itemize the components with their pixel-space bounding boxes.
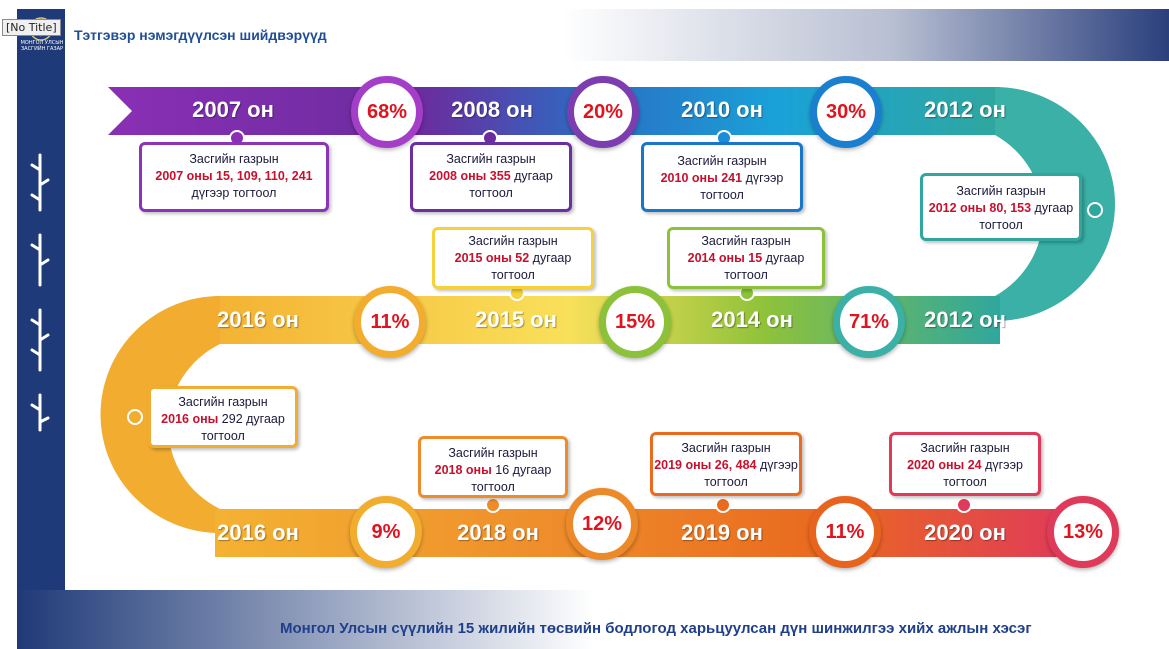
note-suffix: 292 дугаар тогтоол xyxy=(201,412,285,443)
note-heading: Засгийн газрын xyxy=(681,441,771,455)
percent-value: 68% xyxy=(366,100,408,123)
percent-value: 13% xyxy=(1062,520,1104,543)
decision-note: Засгийн газрын 2018 оны 16 дугаар тогтоол xyxy=(418,436,568,498)
percent-badge: 30% xyxy=(810,76,882,148)
note-heading: Засгийн газрын xyxy=(677,154,767,168)
percent-badge: 13% xyxy=(1047,496,1119,568)
percent-value: 20% xyxy=(582,100,624,123)
note-suffix: дугаар тогтоол xyxy=(979,201,1074,232)
note-suffix: дугаар тогтоол xyxy=(491,251,572,282)
footer-caption: Монгол Улсын сүүлийн 15 жилийн төсвийн б… xyxy=(280,620,1032,637)
decision-note: Засгийн газрын 2016 оны 292 дугаар тогтоо… xyxy=(148,386,298,448)
note-suffix: дүгээр тогтоол xyxy=(191,186,277,200)
note-heading: Засгийн газрын xyxy=(701,234,791,248)
note-reference: 2008 оны 355 xyxy=(429,169,511,183)
percent-badge: 68% xyxy=(351,76,423,148)
connector-dot xyxy=(127,409,143,425)
note-heading: Засгийн газрын xyxy=(920,441,1010,455)
note-reference: 2012 оны 80, 153 xyxy=(928,201,1032,215)
note-suffix: дүгээр тогтоол xyxy=(943,458,1023,489)
note-reference: 2016 оны xyxy=(161,412,219,426)
percent-badge: 9% xyxy=(350,496,422,568)
timeline-year-label: 2012 он xyxy=(924,97,1006,122)
note-heading: Засгийн газрын xyxy=(448,446,538,460)
percent-value: 12% xyxy=(581,512,623,535)
connector-dot xyxy=(956,497,972,513)
header-bar xyxy=(66,9,1169,61)
decision-note: Засгийн газрын 2007 оны 15, 109, 110, 241… xyxy=(139,142,329,212)
timeline-year-label: 2008 он xyxy=(451,97,533,122)
timeline-year-label: 2019 он xyxy=(681,520,763,545)
timeline-band-row1 xyxy=(108,87,1000,135)
logo-text: МОНГОЛ УЛСЫН ЗАСГИЙН ГАЗАР xyxy=(18,40,66,52)
page-title: Тэтгэвэр нэмэгдүүлсэн шийдвэрүүд xyxy=(74,27,327,43)
decision-note: Засгийн газрын 2015 оны 52 дугаар тогтоол xyxy=(432,227,594,289)
note-heading: Засгийн газрын xyxy=(189,152,279,166)
footer-bar xyxy=(17,590,1169,649)
decision-note: Засгийн газрын 2012 оны 80, 153 дугаар то… xyxy=(920,173,1082,241)
note-heading: Засгийн газрын xyxy=(446,152,536,166)
decision-note: Засгийн газрын 2020 оны 24 дүгээр тогтоол xyxy=(889,432,1041,496)
connector-dot xyxy=(715,497,731,513)
decision-note: Засгийн газрын 2014 оны 15 дугаар тогтоол xyxy=(667,227,825,289)
decision-note: Засгийн газрын 2019 оны 26, 484 дүгээр то… xyxy=(650,432,802,496)
decision-note: Засгийн газрын 2010 оны 241 дүгээр тогтоо… xyxy=(641,142,803,212)
percent-badge: 71% xyxy=(833,286,905,358)
percent-badge: 11% xyxy=(809,496,881,568)
note-heading: Засгийн газрын xyxy=(178,395,268,409)
percent-value: 71% xyxy=(848,310,890,333)
percent-badge: 15% xyxy=(599,286,671,358)
percent-value: 9% xyxy=(371,520,401,543)
note-heading: Засгийн газрын xyxy=(956,184,1046,198)
percent-value: 30% xyxy=(825,100,867,123)
timeline-year-label: 2015 он xyxy=(475,307,557,332)
timeline-year-label: 2016 он xyxy=(217,520,299,545)
note-reference: 2020 оны 24 xyxy=(907,458,982,472)
connector-dot xyxy=(1087,202,1103,218)
note-suffix: дугаар тогтоол xyxy=(469,169,553,200)
logo-line-2: ЗАСГИЙН ГАЗАР xyxy=(20,46,64,52)
note-reference: 2015 оны 52 xyxy=(454,251,530,265)
note-reference: 2014 оны 15 xyxy=(687,251,763,265)
decision-note: Засгийн газрын 2008 оны 355 дугаар тогтоо… xyxy=(410,142,572,212)
note-reference: 2019 оны 26, 484 xyxy=(654,458,757,472)
connector-dot xyxy=(485,497,501,513)
timeline-year-label: 2014 он xyxy=(711,307,793,332)
percent-value: 15% xyxy=(614,310,656,333)
timeline-year-label: 2012 он xyxy=(924,307,1006,332)
percent-badge: 20% xyxy=(567,76,639,148)
note-suffix: дүгээр тогтоол xyxy=(700,171,784,202)
mongolian-script-emblem xyxy=(30,153,50,432)
note-suffix: дүгээр тогтоол xyxy=(704,458,798,489)
note-reference: 2018 оны xyxy=(434,463,492,477)
logo-line-1: МОНГОЛ УЛСЫН xyxy=(20,40,64,46)
timeline-year-label: 2010 он xyxy=(681,97,763,122)
note-reference: 2007 оны 15, 109, 110, 241 xyxy=(155,169,313,183)
note-suffix: дугаар тогтоол xyxy=(724,251,805,282)
timeline-year-label: 2007 он xyxy=(192,97,274,122)
note-suffix: 16 дугаар тогтоол xyxy=(471,463,552,494)
percent-value: 11% xyxy=(825,520,865,543)
timeline-year-label: 2018 он xyxy=(457,520,539,545)
percent-value: 11% xyxy=(370,310,410,333)
percent-badge: 11% xyxy=(354,286,426,358)
percent-badge: 12% xyxy=(566,488,638,560)
timeline-year-label: 2016 он xyxy=(217,307,299,332)
note-reference: 2010 оны 241 xyxy=(660,171,743,185)
note-heading: Засгийн газрын xyxy=(468,234,558,248)
timeline-year-label: 2020 он xyxy=(924,520,1006,545)
window-title: [No Title] xyxy=(2,19,61,36)
